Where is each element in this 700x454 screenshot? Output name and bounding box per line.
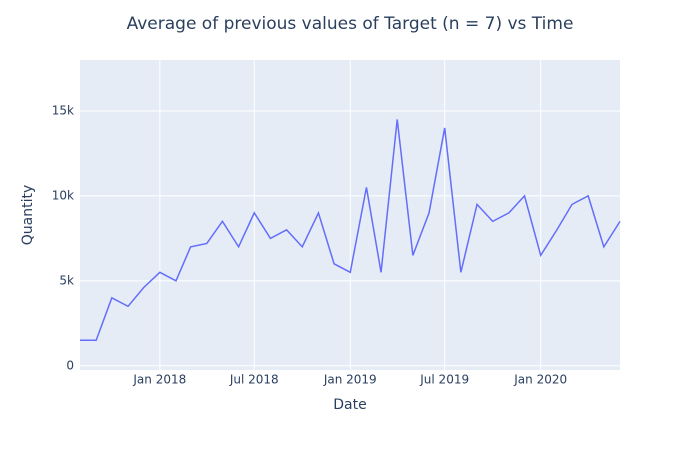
y-axis-title: Quantity <box>20 185 36 246</box>
y-tick-label: 0 <box>66 358 74 372</box>
x-tick-label: Jan 2019 <box>323 373 377 387</box>
x-tick-label: Jan 2020 <box>513 373 567 387</box>
chart-title: Average of previous values of Target (n … <box>127 14 574 34</box>
x-axis-title: Date <box>333 397 366 413</box>
y-tick-label: 15k <box>52 103 74 117</box>
x-tick-label: Jan 2018 <box>132 373 186 387</box>
y-tick-label: 5k <box>59 273 74 287</box>
x-tick-label: Jul 2018 <box>229 373 279 387</box>
y-tick-label: 10k <box>52 188 74 202</box>
data-line <box>80 119 621 342</box>
x-tick-label: Jul 2019 <box>419 373 469 387</box>
